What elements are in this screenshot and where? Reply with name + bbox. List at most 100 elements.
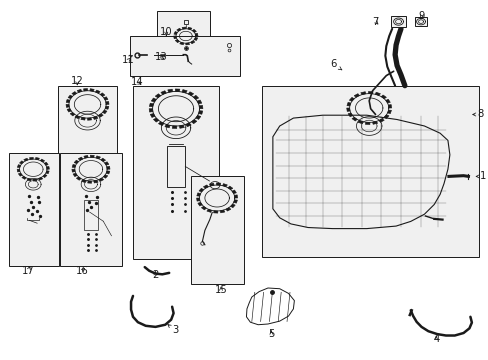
Text: 5: 5 bbox=[267, 329, 274, 339]
Polygon shape bbox=[155, 94, 161, 98]
Polygon shape bbox=[203, 185, 208, 188]
Polygon shape bbox=[153, 118, 159, 122]
Polygon shape bbox=[222, 184, 227, 187]
Bar bbox=[84, 200, 98, 230]
Text: 10: 10 bbox=[160, 27, 172, 37]
Text: 1: 1 bbox=[475, 171, 486, 181]
Polygon shape bbox=[74, 160, 79, 164]
Polygon shape bbox=[185, 123, 191, 127]
Text: 9: 9 bbox=[417, 11, 424, 21]
Polygon shape bbox=[195, 116, 201, 120]
Polygon shape bbox=[78, 157, 83, 160]
Polygon shape bbox=[180, 42, 183, 45]
Polygon shape bbox=[104, 162, 109, 165]
Polygon shape bbox=[232, 190, 236, 194]
Polygon shape bbox=[101, 158, 105, 162]
Polygon shape bbox=[233, 200, 237, 203]
Text: 8: 8 bbox=[472, 109, 482, 120]
Polygon shape bbox=[72, 165, 76, 167]
Text: 14: 14 bbox=[130, 77, 143, 87]
Polygon shape bbox=[67, 109, 71, 112]
Polygon shape bbox=[195, 33, 198, 36]
Polygon shape bbox=[94, 180, 98, 183]
Polygon shape bbox=[83, 156, 88, 158]
Bar bbox=[157, 11, 210, 61]
Polygon shape bbox=[367, 91, 372, 94]
Text: 17: 17 bbox=[22, 266, 35, 276]
Polygon shape bbox=[33, 179, 37, 181]
Polygon shape bbox=[190, 41, 195, 44]
Polygon shape bbox=[149, 109, 153, 112]
Polygon shape bbox=[95, 90, 100, 93]
Polygon shape bbox=[105, 102, 109, 104]
Polygon shape bbox=[73, 173, 77, 177]
Polygon shape bbox=[234, 195, 237, 198]
Bar bbox=[58, 86, 117, 157]
Polygon shape bbox=[194, 37, 197, 40]
Polygon shape bbox=[357, 121, 363, 124]
Polygon shape bbox=[24, 158, 28, 161]
Polygon shape bbox=[39, 177, 42, 180]
Polygon shape bbox=[213, 211, 217, 213]
Polygon shape bbox=[46, 166, 49, 169]
Polygon shape bbox=[174, 31, 177, 35]
Polygon shape bbox=[75, 116, 80, 119]
Polygon shape bbox=[196, 198, 200, 201]
Text: 4: 4 bbox=[432, 334, 438, 344]
Text: 2: 2 bbox=[152, 270, 159, 280]
Polygon shape bbox=[167, 89, 172, 92]
Polygon shape bbox=[106, 166, 110, 169]
Polygon shape bbox=[44, 162, 48, 165]
Polygon shape bbox=[176, 28, 181, 31]
Polygon shape bbox=[66, 104, 69, 107]
Polygon shape bbox=[83, 89, 87, 91]
Polygon shape bbox=[348, 97, 353, 101]
Polygon shape bbox=[87, 181, 91, 183]
Polygon shape bbox=[46, 171, 49, 174]
Polygon shape bbox=[100, 93, 105, 96]
Polygon shape bbox=[185, 43, 189, 45]
Polygon shape bbox=[191, 120, 197, 124]
Polygon shape bbox=[93, 116, 98, 120]
Polygon shape bbox=[384, 115, 388, 119]
Polygon shape bbox=[35, 157, 40, 160]
Polygon shape bbox=[105, 106, 109, 109]
Polygon shape bbox=[72, 169, 75, 172]
Polygon shape bbox=[360, 92, 365, 95]
Bar bbox=[262, 86, 478, 257]
Polygon shape bbox=[182, 90, 187, 93]
Polygon shape bbox=[22, 176, 26, 179]
Polygon shape bbox=[192, 29, 196, 32]
Polygon shape bbox=[193, 95, 198, 99]
Polygon shape bbox=[198, 202, 202, 206]
Polygon shape bbox=[173, 36, 176, 39]
Polygon shape bbox=[381, 95, 386, 99]
Bar bbox=[9, 153, 59, 266]
Polygon shape bbox=[66, 99, 70, 103]
Polygon shape bbox=[103, 175, 107, 178]
Bar bbox=[166, 146, 185, 187]
Polygon shape bbox=[90, 89, 94, 91]
Text: 12: 12 bbox=[71, 76, 83, 86]
Polygon shape bbox=[216, 183, 220, 185]
Polygon shape bbox=[99, 178, 103, 181]
Polygon shape bbox=[151, 98, 156, 102]
Polygon shape bbox=[90, 155, 94, 158]
Bar bbox=[60, 153, 122, 266]
Polygon shape bbox=[17, 169, 20, 172]
Polygon shape bbox=[161, 91, 166, 94]
Polygon shape bbox=[103, 97, 108, 100]
Polygon shape bbox=[372, 121, 377, 124]
Polygon shape bbox=[68, 95, 72, 99]
Polygon shape bbox=[29, 157, 33, 159]
Polygon shape bbox=[149, 103, 153, 107]
Text: 16: 16 bbox=[76, 266, 88, 276]
Polygon shape bbox=[27, 179, 31, 181]
Polygon shape bbox=[199, 105, 203, 109]
Polygon shape bbox=[201, 206, 206, 210]
Polygon shape bbox=[378, 119, 384, 122]
Polygon shape bbox=[72, 91, 77, 95]
Bar bbox=[133, 86, 219, 259]
Polygon shape bbox=[346, 108, 349, 112]
Polygon shape bbox=[387, 104, 391, 108]
